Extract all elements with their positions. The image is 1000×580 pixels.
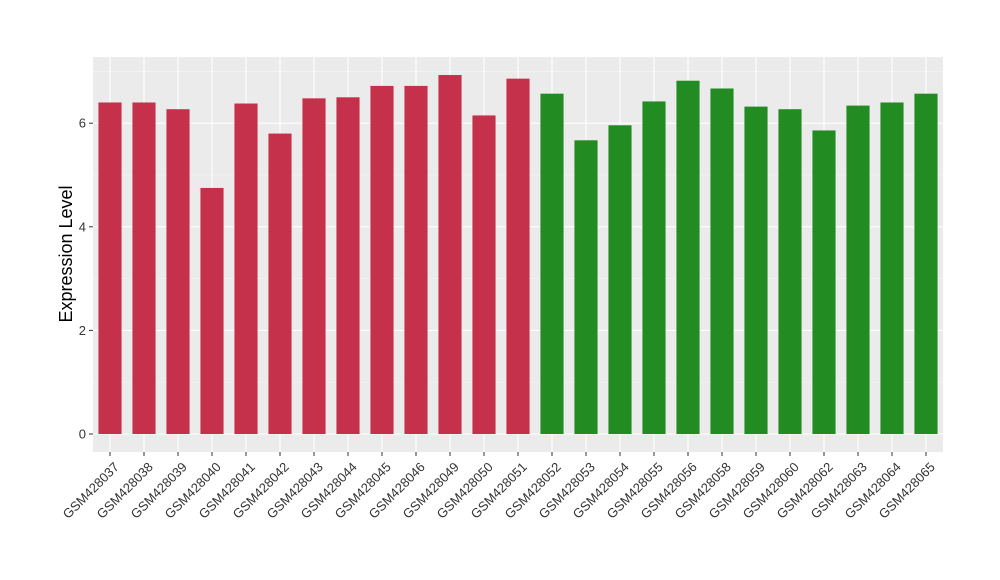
bar-GSM428060 (778, 109, 802, 435)
bar-GSM428049 (438, 75, 462, 434)
bar-GSM428043 (302, 98, 326, 434)
y-tick-label: 4 (79, 219, 86, 234)
bar-GSM428065 (914, 93, 938, 434)
y-axis-title: Expression Level (56, 185, 76, 322)
bar-GSM428044 (336, 97, 360, 435)
y-tick-label: 0 (79, 427, 86, 442)
bars (98, 75, 938, 435)
bar-GSM428039 (166, 109, 190, 435)
bar-GSM428058 (710, 88, 734, 434)
bar-GSM428046 (404, 85, 428, 435)
bar-GSM428059 (744, 106, 768, 435)
bar-GSM428041 (234, 103, 258, 435)
bar-GSM428051 (506, 78, 530, 434)
bar-GSM428038 (132, 102, 156, 434)
bar-GSM428052 (540, 93, 564, 434)
bar-GSM428053 (574, 140, 598, 434)
bar-GSM428064 (880, 102, 904, 434)
y-tick-label: 2 (79, 323, 86, 338)
y-axis: 0 2 4 6 (79, 116, 93, 442)
bar-GSM428037 (98, 102, 122, 434)
bar-GSM428050 (472, 115, 496, 435)
bar-GSM428040 (200, 187, 224, 434)
bar-GSM428062 (812, 130, 836, 434)
bar-GSM428054 (608, 125, 632, 434)
bar-GSM428042 (268, 133, 292, 434)
bar-GSM428045 (370, 85, 394, 435)
x-axis: GSM428037GSM428038GSM428039GSM428040GSM4… (60, 452, 938, 522)
y-tick-label: 6 (79, 116, 86, 131)
bar-GSM428056 (676, 80, 700, 434)
bar-GSM428063 (846, 105, 870, 434)
bar-GSM428055 (642, 101, 666, 434)
